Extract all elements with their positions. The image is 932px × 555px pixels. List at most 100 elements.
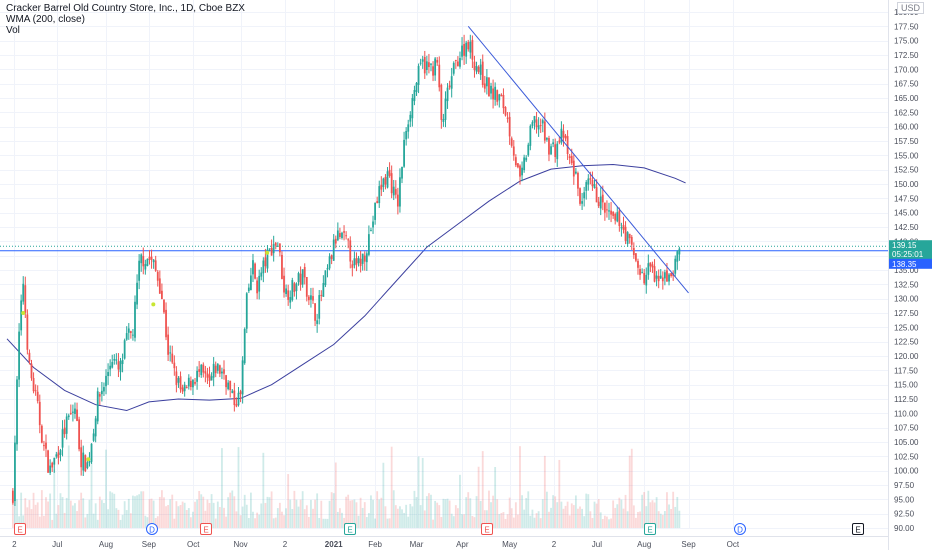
volume-bar <box>438 505 441 528</box>
volume-bar <box>674 506 677 528</box>
volume-bar <box>94 503 97 528</box>
candle <box>334 235 337 249</box>
candle <box>221 367 223 380</box>
candle <box>237 386 240 407</box>
volume-bar <box>51 519 54 528</box>
candle-body <box>216 363 219 371</box>
trendline[interactable] <box>467 26 689 294</box>
candle-body <box>169 352 172 354</box>
volume-bar <box>504 518 507 528</box>
volume-bar <box>521 495 523 528</box>
event-marker-label: E <box>647 526 652 535</box>
candle-body <box>96 391 99 422</box>
candle-body <box>459 58 461 67</box>
volume-bar <box>668 504 670 528</box>
volume-bar <box>384 506 387 528</box>
chart-legend: Cracker Barrel Old Country Store, Inc., … <box>6 3 245 36</box>
volume-bar <box>204 510 207 528</box>
volume-bar <box>119 519 122 528</box>
volume-bar <box>200 494 203 528</box>
candle-body <box>320 294 323 296</box>
candle <box>581 192 583 211</box>
candle <box>109 359 112 377</box>
volume-bar <box>310 499 312 528</box>
candle <box>250 267 252 291</box>
candle <box>245 292 248 334</box>
candle-body <box>593 184 596 188</box>
candle-body <box>142 256 145 267</box>
candle <box>653 259 656 283</box>
candle <box>606 200 608 218</box>
candle-body <box>670 273 672 276</box>
candle <box>630 234 633 250</box>
volume-bar <box>655 497 658 528</box>
candle-body <box>583 192 586 199</box>
candle <box>407 119 410 139</box>
event-marker: E <box>852 523 864 535</box>
currency-label[interactable]: USD <box>896 2 924 14</box>
candle <box>258 269 261 300</box>
time-axis[interactable]: 2 Jul Aug Sep Oct Nov 2 2021 Feb Mar Apr May 2 Jul Aug… <box>0 536 888 550</box>
candle <box>678 246 681 261</box>
price-axis[interactable]: 180.00177.50175.00172.50170.00167.50165.… <box>888 0 932 550</box>
volume-bar <box>672 491 675 528</box>
price-tick-label: 135.00 <box>894 266 919 275</box>
candle <box>388 162 391 178</box>
candle-body <box>119 360 122 373</box>
volume-bar <box>281 511 283 528</box>
candle-body <box>121 359 124 365</box>
volume-bar <box>597 499 600 528</box>
candle-body <box>212 363 215 378</box>
candle <box>229 380 232 398</box>
candle-body <box>579 188 581 204</box>
volume-bar <box>88 499 91 528</box>
event-marker-badge <box>852 523 864 535</box>
candle-body <box>34 390 37 392</box>
candle <box>328 253 331 271</box>
candle <box>477 65 480 75</box>
candle-body <box>150 256 153 260</box>
candle-body <box>245 293 248 329</box>
candle-body <box>674 258 677 274</box>
candle <box>663 269 666 286</box>
volume-bar <box>490 502 492 528</box>
candle <box>169 345 172 362</box>
price-tick-label: 170.00 <box>894 65 919 74</box>
volume-bar <box>676 496 679 528</box>
candle <box>127 323 130 340</box>
candle-body <box>78 419 81 450</box>
candle <box>330 254 333 265</box>
candle <box>71 404 74 422</box>
candle <box>637 258 639 275</box>
candle-body <box>63 427 66 435</box>
candle <box>163 299 165 314</box>
volume-bar <box>32 492 35 528</box>
candle-body <box>639 269 641 275</box>
candle-body <box>49 465 52 473</box>
time-tick-label: Aug <box>637 540 651 549</box>
candle <box>198 361 201 378</box>
volume-bar <box>156 516 159 528</box>
volume-bar <box>283 515 285 528</box>
wma-legend[interactable]: WMA (200, close) <box>6 14 85 25</box>
candle <box>107 363 109 385</box>
candle-body <box>129 331 132 333</box>
volume-legend[interactable]: Vol <box>6 25 20 36</box>
symbol-title[interactable]: Cracker Barrel Old Country Store, Inc., … <box>6 3 245 14</box>
candle <box>146 258 149 267</box>
volume-bar <box>100 500 103 528</box>
candle-body <box>450 76 453 89</box>
volume-bar <box>69 500 72 528</box>
volume-bar <box>305 505 308 528</box>
event-marker: D <box>734 523 746 535</box>
candle <box>129 330 132 339</box>
volume-bar <box>353 499 356 528</box>
candle-body <box>386 171 389 188</box>
volume-bar <box>59 493 62 528</box>
candle <box>158 270 161 294</box>
horizontal-line[interactable] <box>0 245 888 252</box>
candle <box>657 269 660 289</box>
candle <box>266 245 269 273</box>
